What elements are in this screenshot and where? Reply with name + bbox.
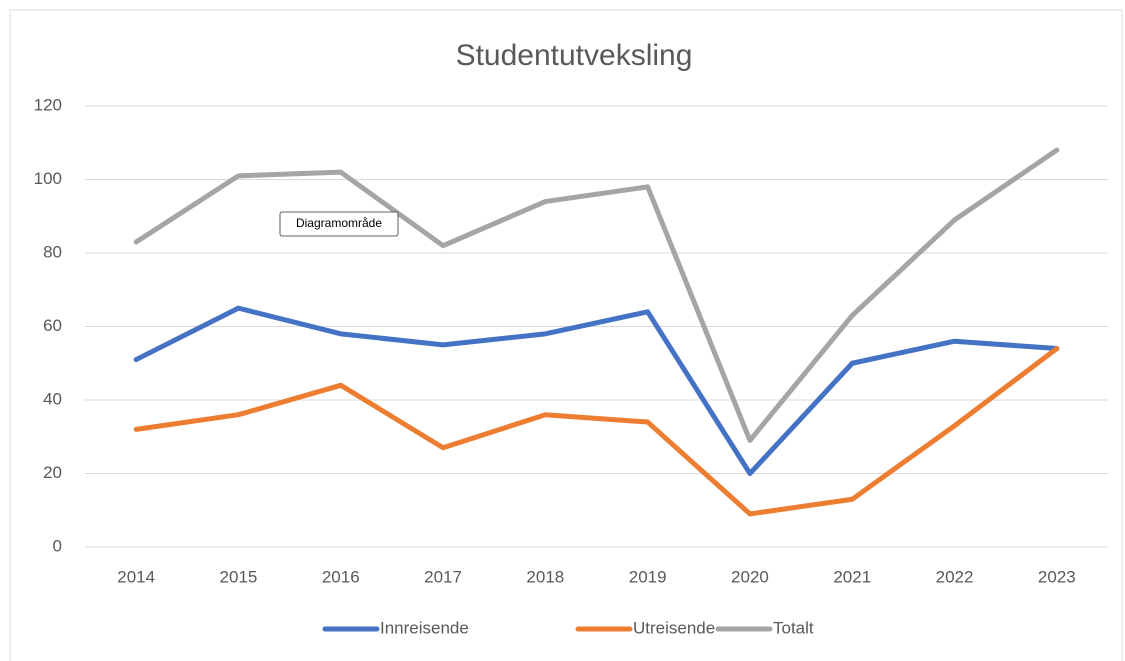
y-tick-label: 60 [43,316,62,335]
x-tick-label: 2016 [322,567,360,586]
x-tick-label: 2023 [1038,567,1076,586]
y-tick-label: 100 [34,169,62,188]
series-line [133,346,1060,517]
x-tick-label: 2021 [833,567,871,586]
x-tick-label: 2014 [117,567,155,586]
x-tick-label: 2017 [424,567,462,586]
y-tick-label: 20 [43,463,62,482]
x-tick-label: 2022 [936,567,974,586]
tooltip-box [279,211,399,237]
chart-title: Studentutveksling [456,39,693,72]
legend-label: Utreisende [633,618,715,637]
y-tick-label: 0 [53,536,62,555]
x-tick-label: 2015 [220,567,258,586]
chart-area [9,9,1123,661]
series-line [133,147,1060,443]
tooltip-text: Diagramområde [296,216,382,230]
x-tick-label: 2018 [526,567,564,586]
y-tick-label: 40 [43,389,62,408]
x-tick-label: 2020 [731,567,769,586]
y-tick-label: 120 [34,95,62,114]
y-tick-label: 80 [43,242,62,261]
legend-label: Innreisende [380,618,469,637]
x-tick-label: 2019 [629,567,667,586]
series-line [133,305,1060,476]
legend-label: Totalt [773,618,814,637]
